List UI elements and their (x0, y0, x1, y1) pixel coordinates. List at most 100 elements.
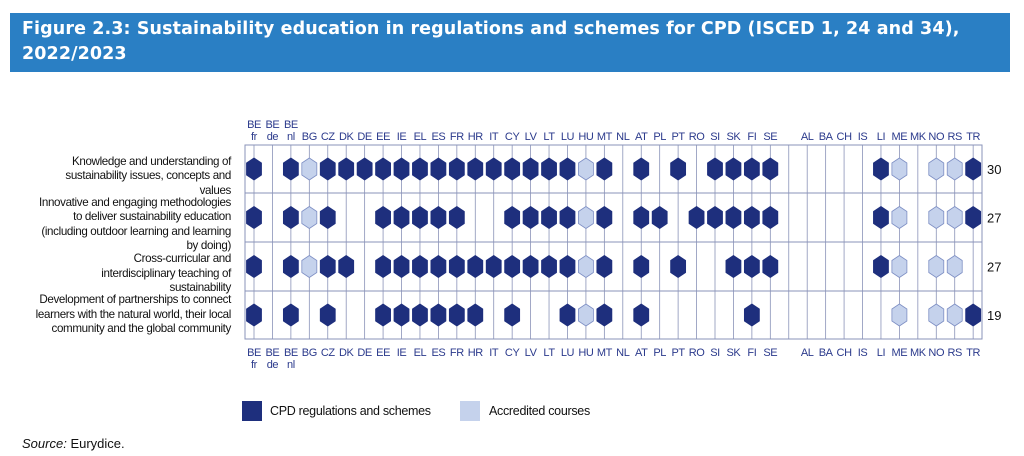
column-label-bottom: CY (505, 347, 521, 359)
column-label-top: fr (251, 131, 258, 143)
column-label-bottom: PT (671, 347, 685, 359)
column-label-bottom: MT (597, 347, 613, 359)
hexagon-cpd (762, 157, 779, 181)
column-label-top: IS (858, 131, 868, 143)
column-label-bottom: FR (450, 347, 464, 359)
hexagon-cpd (873, 206, 889, 229)
hexagon-cpd (633, 303, 650, 327)
hexagon-cpd (412, 157, 428, 181)
column-label-bottom: LT (543, 347, 555, 359)
column-label-top: BG (302, 131, 317, 143)
column-label-top: HR (468, 131, 484, 143)
column-label-bottom: LV (525, 347, 538, 359)
hexagon-cpd (651, 206, 668, 229)
column-label-bottom: ME (892, 347, 908, 359)
hexagon-cpd (688, 206, 705, 229)
hexagon-cpd (725, 206, 742, 229)
column-label-top: BE (284, 119, 298, 131)
hexagon-accredited (301, 255, 318, 278)
column-label-top: ES (431, 131, 445, 143)
column-label-top: nl (287, 131, 295, 143)
row-total: 19 (987, 308, 1001, 323)
hexagon-cpd (282, 303, 299, 327)
hexagon-cpd (246, 157, 262, 181)
column-label-bottom: SI (710, 347, 720, 359)
column-label-bottom: PL (653, 347, 666, 359)
hexagon-accredited (946, 303, 963, 327)
hexagon-accredited (891, 303, 908, 327)
hexagon-cpd (448, 303, 465, 327)
column-label-top: DE (357, 131, 372, 143)
hexagon-cpd (965, 206, 982, 229)
hexagon-cpd (596, 255, 613, 278)
column-label-top: LV (525, 131, 538, 143)
column-label-bottom: DE (357, 347, 372, 359)
column-label-bottom: LI (877, 347, 886, 359)
column-label-top: SI (710, 131, 720, 143)
column-label-bottom: de (267, 359, 279, 371)
hexagon-cpd (670, 157, 687, 181)
column-label-top: de (267, 131, 279, 143)
row-label: Innovative and engaging methodologies to… (38, 195, 231, 253)
hexagon-cpd (504, 157, 521, 181)
hexagon-cpd (559, 206, 576, 229)
hexagon-cpd (743, 157, 760, 181)
hexagon-accredited (928, 255, 945, 278)
column-label-top: SE (763, 131, 777, 143)
column-label-bottom: AL (801, 347, 814, 359)
hexagon-cpd (430, 303, 447, 327)
column-label-top: RO (689, 131, 706, 143)
hexagon-accredited (928, 303, 945, 327)
hexagon-cpd (246, 255, 262, 278)
hexagon-cpd (467, 157, 484, 181)
hexagon-cpd (246, 303, 262, 327)
row-total: 27 (987, 260, 1001, 275)
hexagon-cpd (338, 157, 355, 181)
hexagon-accredited (578, 206, 594, 229)
hexagon-cpd (393, 303, 410, 327)
column-label-bottom: DK (339, 347, 355, 359)
column-label-top: NL (616, 131, 630, 143)
column-label-top: DK (339, 131, 355, 143)
row-label: Development of partnerships to connect l… (35, 293, 232, 336)
column-label-bottom: ES (431, 347, 445, 359)
column-label-top: LI (877, 131, 886, 143)
hexagon-accredited (578, 255, 594, 278)
hexagon-cpd (375, 206, 391, 229)
source-value: Eurydice. (70, 436, 125, 451)
hexagon-cpd (504, 255, 521, 278)
hexagon-cpd (485, 157, 502, 181)
hexagon-cpd (467, 255, 484, 278)
legend-swatch-accredited (460, 401, 480, 421)
hexagon-cpd (541, 206, 557, 229)
column-label-bottom: BE (266, 347, 280, 359)
row-total: 30 (987, 162, 1001, 177)
column-label-top: AT (635, 131, 648, 143)
hexagon-cpd (596, 206, 613, 229)
column-label-top: CZ (321, 131, 336, 143)
hexagon-cpd (541, 157, 557, 181)
column-label-top: BA (819, 131, 834, 143)
row-label: Knowledge and understanding of sustainab… (65, 154, 231, 197)
hexagon-accredited (578, 157, 594, 181)
column-label-top: PT (671, 131, 685, 143)
column-label-top: SK (727, 131, 742, 143)
column-label-top: IT (489, 131, 499, 143)
hexagon-accredited (301, 206, 318, 229)
hexagon-cpd (448, 255, 465, 278)
hexagon-accredited (946, 157, 963, 181)
column-label-bottom: CZ (321, 347, 336, 359)
hexagon-cpd (633, 157, 650, 181)
hexagon-cpd (522, 157, 539, 181)
figure-title: Figure 2.3: Sustainability education in … (22, 19, 960, 64)
column-label-bottom: RS (947, 347, 962, 359)
column-label-top: RS (947, 131, 962, 143)
legend-label-accredited: Accredited courses (489, 404, 590, 418)
column-label-top: FI (747, 131, 756, 143)
legend-label-cpd: CPD regulations and schemes (270, 404, 431, 418)
source-label: Source: (22, 436, 67, 451)
title-banner: Figure 2.3: Sustainability education in … (10, 13, 1010, 72)
hexagon-cpd (430, 157, 447, 181)
hexagon-cpd (448, 157, 465, 181)
hexagon-cpd (375, 255, 391, 278)
